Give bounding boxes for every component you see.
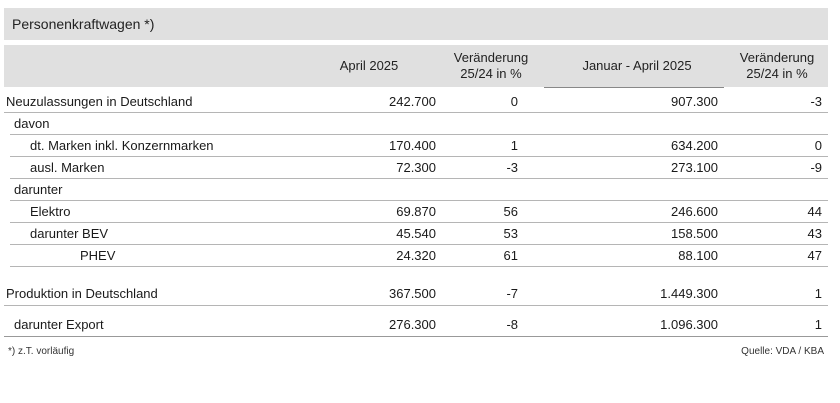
source-note: Quelle: VDA / KBA — [741, 346, 824, 357]
cell-change-april: -8 — [506, 317, 518, 332]
cell-jan-apr: 246.600 — [671, 204, 718, 219]
cell-change-ytd: 1 — [814, 317, 822, 332]
row-label: dt. Marken inkl. Konzernmarken — [30, 138, 214, 153]
row-label: PHEV — [80, 248, 116, 263]
row-label: davon — [14, 116, 50, 131]
cell-change-ytd: 43 — [807, 226, 822, 241]
cell-april: 367.500 — [389, 286, 436, 301]
cell-change-april: -3 — [506, 160, 518, 175]
cell-april: 45.540 — [396, 226, 436, 241]
cell-jan-apr: 1.096.300 — [660, 317, 718, 332]
cell-jan-apr: 88.100 — [678, 248, 718, 263]
cell-april: 69.870 — [396, 204, 436, 219]
cell-april: 242.700 — [389, 94, 436, 109]
cell-jan-apr: 907.300 — [671, 94, 718, 109]
header-underline — [544, 87, 724, 88]
row-divider — [10, 266, 828, 267]
table-row: darunter BEV 45.540 53 158.500 43 — [4, 223, 828, 244]
cell-change-april: 0 — [510, 94, 518, 109]
row-label: darunter — [14, 182, 63, 197]
cell-jan-apr: 158.500 — [671, 226, 718, 241]
row-label: ausl. Marken — [30, 160, 105, 175]
row-label: Elektro — [30, 204, 71, 219]
footnote: *) z.T. vorläufig — [8, 346, 75, 357]
table-row: darunter Export 276.300 -8 1.096.300 1 — [4, 314, 828, 335]
cell-change-april: 1 — [510, 138, 518, 153]
row-divider — [10, 134, 828, 135]
cell-jan-apr: 273.100 — [671, 160, 718, 175]
row-label: darunter BEV — [30, 226, 109, 241]
row-divider — [10, 178, 828, 179]
table-row: Neuzulassungen in Deutschland 242.700 0 … — [4, 91, 828, 112]
cell-april: 276.300 — [389, 317, 436, 332]
cell-jan-apr: 1.449.300 — [660, 286, 718, 301]
header-change-april: Veränderung 25/24 in % — [453, 50, 529, 81]
cell-change-april: 61 — [503, 248, 518, 263]
row-label: Produktion in Deutschland — [6, 286, 158, 301]
header-change-ytd: Veränderung 25/24 in % — [739, 50, 815, 81]
cell-change-ytd: 44 — [807, 204, 822, 219]
table-title: Personenkraftwagen *) — [4, 8, 828, 40]
row-label: Neuzulassungen in Deutschland — [6, 94, 193, 109]
cell-april: 24.320 — [396, 248, 436, 263]
cell-change-ytd: 1 — [814, 286, 822, 301]
row-divider — [4, 112, 828, 113]
table-row: ausl. Marken 72.300 -3 273.100 -9 — [4, 157, 828, 178]
header-jan-apr-2025: Januar - April 2025 — [582, 58, 692, 73]
header-april-2025: April 2025 — [339, 58, 399, 73]
table-row: Produktion in Deutschland 367.500 -7 1.4… — [4, 283, 828, 304]
row-divider — [4, 305, 828, 306]
table-row: davon — [4, 113, 828, 134]
cell-change-april: 53 — [503, 226, 518, 241]
row-divider — [10, 222, 828, 223]
row-label: darunter Export — [14, 317, 104, 332]
cell-change-ytd: 0 — [814, 138, 822, 153]
cell-jan-apr: 634.200 — [671, 138, 718, 153]
table-container: Personenkraftwagen *) April 2025 Verände… — [4, 8, 828, 337]
cell-april: 72.300 — [396, 160, 436, 175]
cell-april: 170.400 — [389, 138, 436, 153]
row-divider — [10, 200, 828, 201]
table-row: Elektro 69.870 56 246.600 44 — [4, 201, 828, 222]
row-divider — [10, 244, 828, 245]
cell-change-april: -7 — [506, 286, 518, 301]
row-divider — [10, 156, 828, 157]
cell-change-ytd: -9 — [810, 160, 822, 175]
table-header: April 2025 Veränderung 25/24 in % Januar … — [4, 45, 828, 88]
cell-change-april: 56 — [503, 204, 518, 219]
cell-change-ytd: 47 — [807, 248, 822, 263]
cell-change-ytd: -3 — [810, 94, 822, 109]
table-bottom-rule — [4, 336, 828, 337]
table-row: PHEV 24.320 61 88.100 47 — [4, 245, 828, 266]
table-row: dt. Marken inkl. Konzernmarken 170.400 1… — [4, 135, 828, 156]
table-row: darunter — [4, 179, 828, 200]
